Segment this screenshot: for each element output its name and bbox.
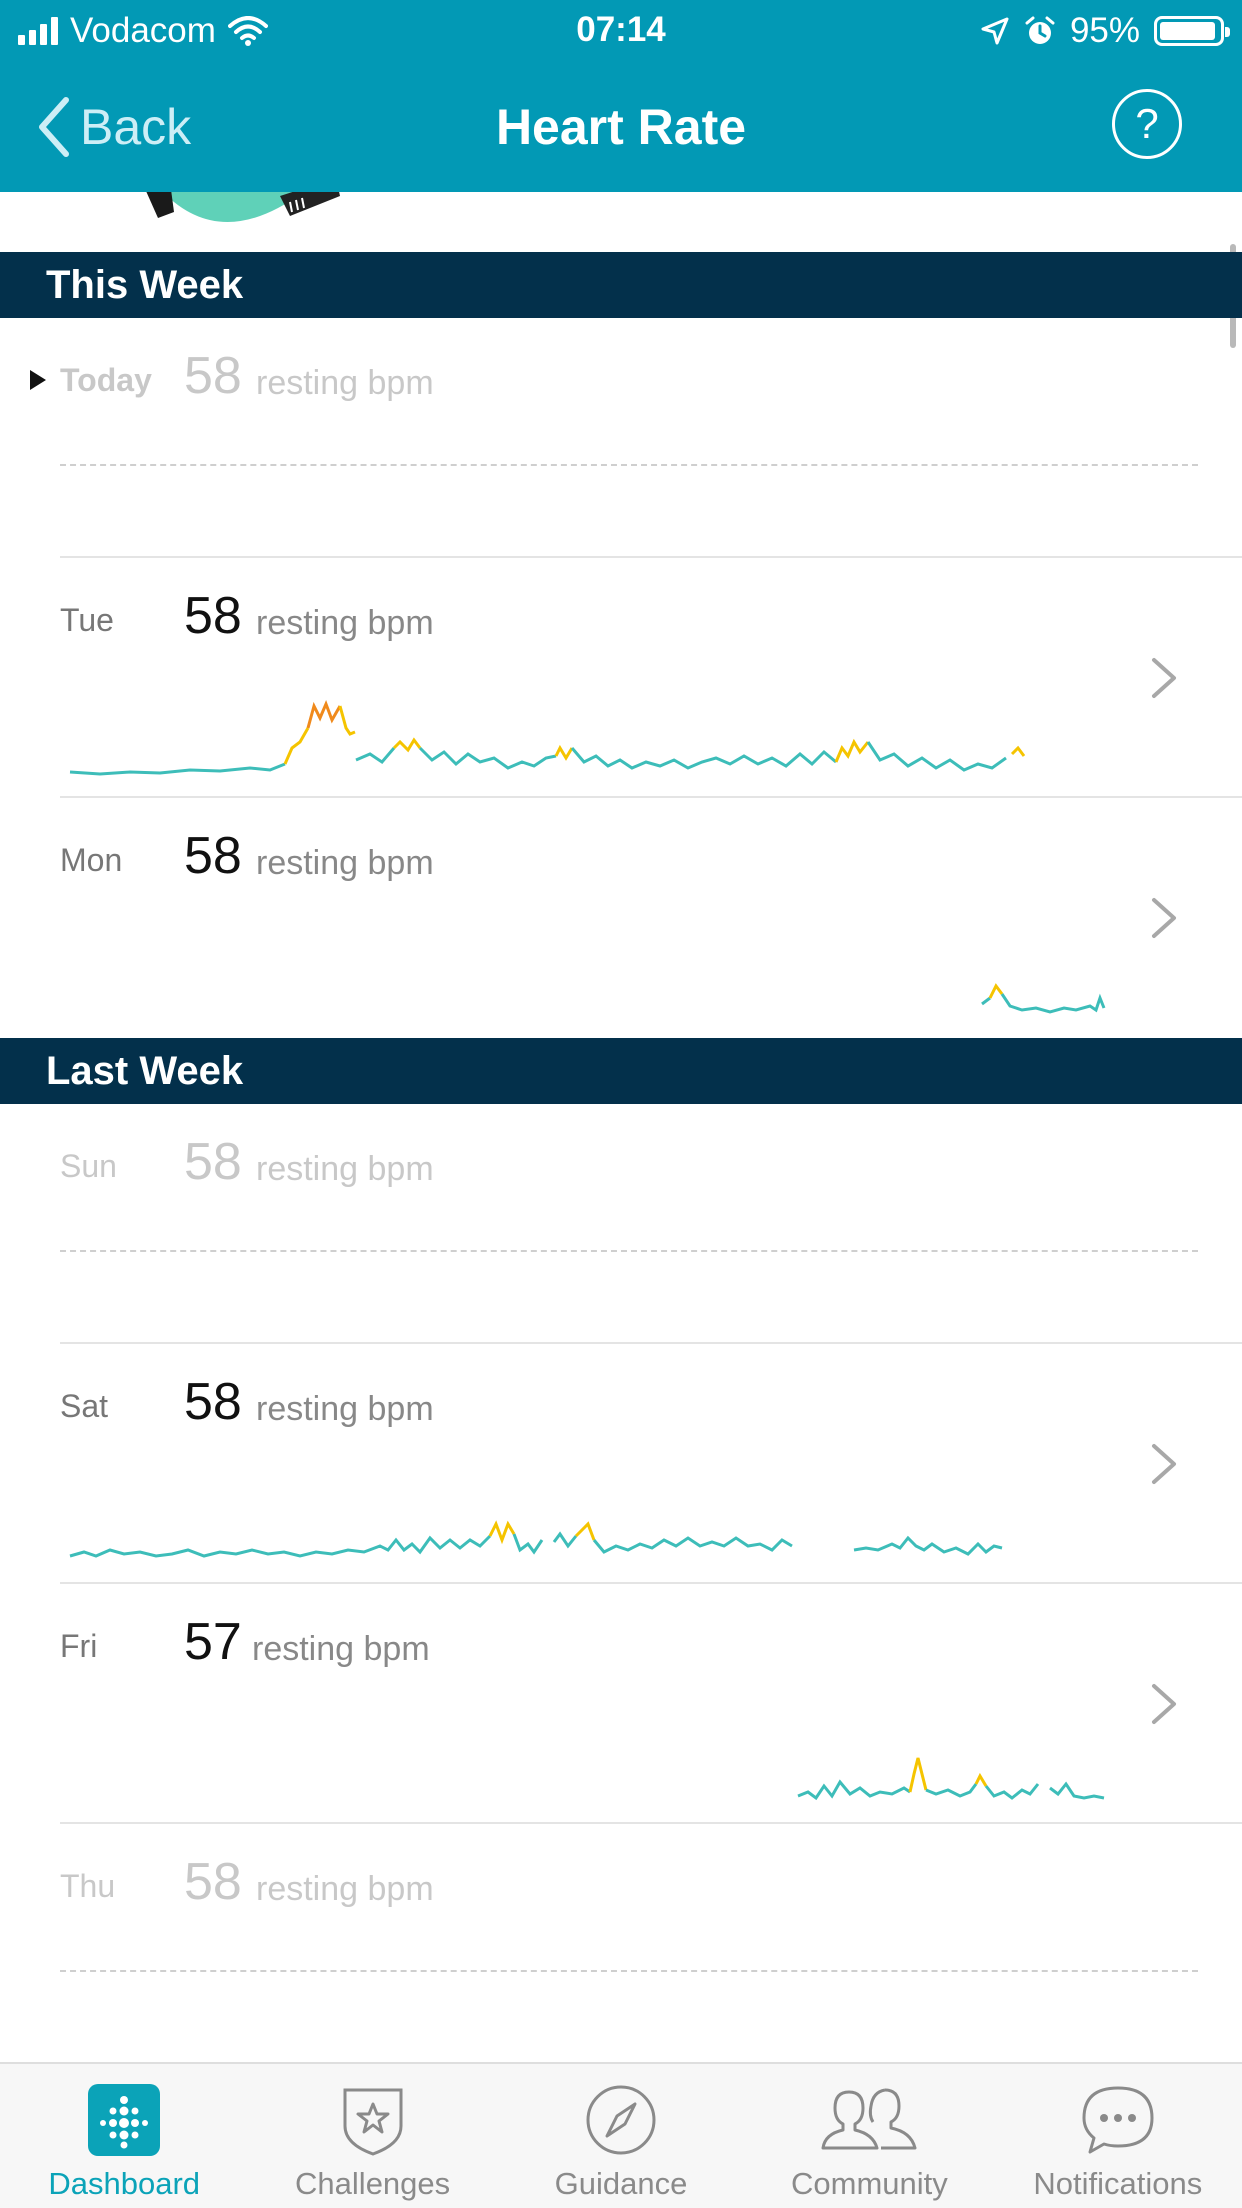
row-divider xyxy=(60,796,1242,798)
day-row-sun[interactable]: Sun 58 resting bpm xyxy=(0,1104,1242,1344)
battery-icon xyxy=(1154,16,1230,46)
row-divider xyxy=(60,556,1242,558)
tab-challenges[interactable]: Challenges xyxy=(248,2064,496,2208)
heart-rate-sparkline xyxy=(69,1520,1003,1558)
tab-community[interactable]: Community xyxy=(745,2064,993,2208)
day-row-mon[interactable]: Mon 58 resting bpm xyxy=(0,798,1242,1038)
page-title: Heart Rate xyxy=(495,99,747,155)
carrier-name: Vodacom xyxy=(70,11,216,50)
status-time: 07:14 xyxy=(576,10,666,49)
alarm-icon xyxy=(1025,16,1055,44)
battery-percent: 95% xyxy=(1069,11,1140,50)
status-right: 95% xyxy=(980,10,1230,52)
day-label: Sat xyxy=(60,1388,109,1424)
resting-bpm-value: 58 xyxy=(184,347,242,405)
day-label: Tue xyxy=(60,602,114,638)
day-row-fri[interactable]: Fri 57 resting bpm xyxy=(0,1584,1242,1824)
day-label: Thu xyxy=(60,1868,116,1904)
day-label: Fri xyxy=(60,1628,98,1664)
resting-bpm-unit: resting bpm xyxy=(256,1870,434,1908)
day-row-tue[interactable]: Tue 58 resting bpm xyxy=(0,558,1242,798)
resting-bpm-unit: resting bpm xyxy=(256,844,434,882)
compass-icon xyxy=(586,2085,656,2155)
row-divider xyxy=(60,1342,1242,1344)
day-row-sat[interactable]: Sat 58 resting bpm xyxy=(0,1344,1242,1584)
signal-icon xyxy=(18,17,58,45)
resting-bpm-value: 57 xyxy=(184,1613,242,1671)
section-header-last-week: Last Week xyxy=(0,1038,1242,1104)
row-divider xyxy=(60,1582,1242,1584)
resting-bpm-value: 58 xyxy=(184,1853,242,1911)
back-button[interactable]: Back xyxy=(36,92,191,162)
day-label: Mon xyxy=(60,842,123,878)
tab-notifications[interactable]: Notifications xyxy=(994,2064,1242,2208)
heart-rate-sparkline xyxy=(797,1757,1105,1801)
day-label: Today xyxy=(60,362,152,398)
tab-label: Challenges xyxy=(295,2166,451,2201)
people-icon xyxy=(821,2088,917,2150)
status-bar: Vodacom 07:14 95% xyxy=(0,0,1242,62)
resting-bpm-unit: resting bpm xyxy=(256,364,434,402)
resting-bpm-value: 58 xyxy=(184,1133,242,1191)
tab-bar: Dashboard Challenges Guidance Community … xyxy=(0,2062,1242,2208)
no-data-dashed-line xyxy=(60,464,1198,466)
status-left: Vodacom xyxy=(18,10,268,52)
star-shield-icon xyxy=(343,2088,403,2156)
heart-rate-list[interactable]: This Week Today 58 resting bpm Tue 58 re… xyxy=(0,192,1242,2062)
back-label: Back xyxy=(80,99,192,155)
no-data-dashed-line xyxy=(60,1250,1198,1252)
no-data-dashed-line xyxy=(60,1970,1198,1972)
day-row-thu[interactable]: Thu 58 resting bpm xyxy=(0,1824,1242,2062)
resting-bpm-value: 58 xyxy=(184,1373,242,1431)
chat-bubble-icon xyxy=(1082,2086,1154,2154)
tab-label: Community xyxy=(791,2166,948,2201)
resting-bpm-value: 58 xyxy=(184,827,242,885)
chevron-right-icon xyxy=(1152,898,1176,938)
dashboard-icon xyxy=(88,2084,161,2156)
resting-bpm-value: 58 xyxy=(184,587,242,645)
chevron-right-icon xyxy=(1152,1684,1176,1724)
heart-rate-sparkline xyxy=(981,983,1106,1014)
wifi-icon xyxy=(227,16,268,46)
chevron-right-icon xyxy=(1152,1444,1176,1484)
resting-bpm-unit: resting bpm xyxy=(256,1150,434,1188)
resting-bpm-unit: resting bpm xyxy=(252,1630,430,1668)
selected-arrow-icon xyxy=(30,370,46,390)
resting-bpm-unit: resting bpm xyxy=(256,1390,434,1428)
chevron-left-icon xyxy=(39,97,69,157)
location-arrow-icon xyxy=(981,17,1009,45)
resting-bpm-unit: resting bpm xyxy=(256,604,434,642)
help-button[interactable]: ? xyxy=(1112,89,1182,159)
battery-fill xyxy=(1160,22,1216,40)
chevron-right-icon xyxy=(1152,658,1176,698)
tab-label: Notifications xyxy=(1033,2166,1203,2201)
tab-dashboard[interactable]: Dashboard xyxy=(0,2064,248,2208)
heart-rate-sparkline xyxy=(69,699,1026,776)
day-label: Sun xyxy=(60,1148,117,1184)
row-divider xyxy=(60,1822,1242,1824)
day-row-today[interactable]: Today 58 resting bpm xyxy=(0,318,1242,558)
tab-label: Dashboard xyxy=(48,2166,201,2201)
section-header-this-week: This Week xyxy=(0,252,1242,318)
tab-label: Guidance xyxy=(554,2166,688,2201)
tab-guidance[interactable]: Guidance xyxy=(497,2064,745,2208)
heart-badge-illustration xyxy=(146,192,340,222)
nav-bar: Back Heart Rate ? xyxy=(0,62,1242,192)
